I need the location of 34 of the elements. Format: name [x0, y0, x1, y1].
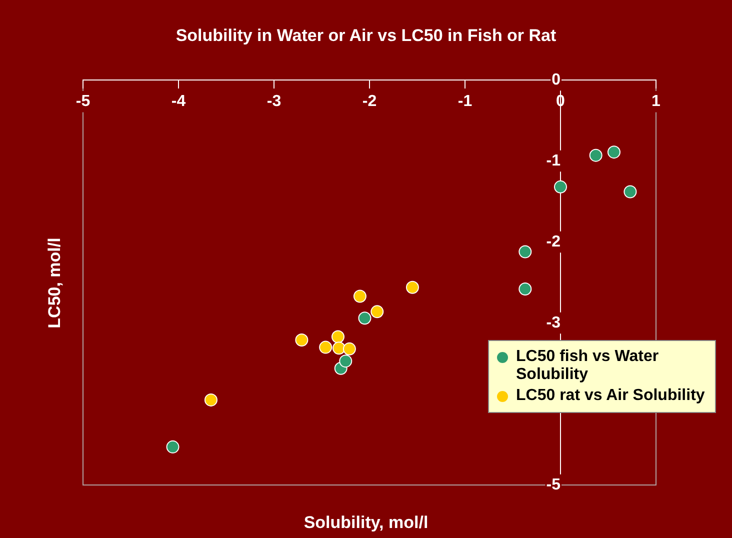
point: [370, 305, 384, 318]
y-tick-label: -1: [546, 152, 561, 170]
x-axis-title: Solubility, mol/l: [302, 513, 430, 533]
x-tick-label: -5: [76, 93, 90, 110]
point: [607, 146, 620, 159]
point: [589, 148, 602, 162]
legend-label: LC50 fish vs Water Solubility: [516, 348, 660, 384]
point: [331, 330, 344, 344]
point: [342, 342, 356, 356]
y-tick-label: -5: [546, 476, 561, 494]
point: [319, 340, 332, 354]
point: [406, 280, 419, 294]
y-tick-label: -2: [546, 233, 561, 250]
point: [339, 354, 352, 368]
y-tick-label: -3: [546, 314, 561, 332]
point: [353, 290, 366, 303]
x-tick-label: -1: [458, 93, 472, 110]
point: [518, 282, 532, 296]
point: [332, 342, 346, 355]
point: [358, 312, 372, 325]
x-tick-label: -3: [266, 93, 282, 110]
point: [295, 334, 308, 347]
point: [624, 185, 637, 198]
y-tick-label: 0: [552, 71, 561, 88]
x-tick-label: -4: [171, 93, 186, 110]
point: [518, 245, 532, 258]
point: [204, 393, 218, 406]
point: [554, 180, 567, 194]
chart-title: Solubility in Water or Air vs LC50 in Fish or Rat: [174, 26, 558, 46]
x-tick-label: 1: [652, 93, 661, 110]
y-axis-title: LC50, mol/l: [45, 238, 65, 328]
legend-label: LC50 rat vs Air Solubility: [516, 387, 705, 405]
x-tick-label: -2: [362, 93, 377, 110]
point: [166, 440, 180, 454]
